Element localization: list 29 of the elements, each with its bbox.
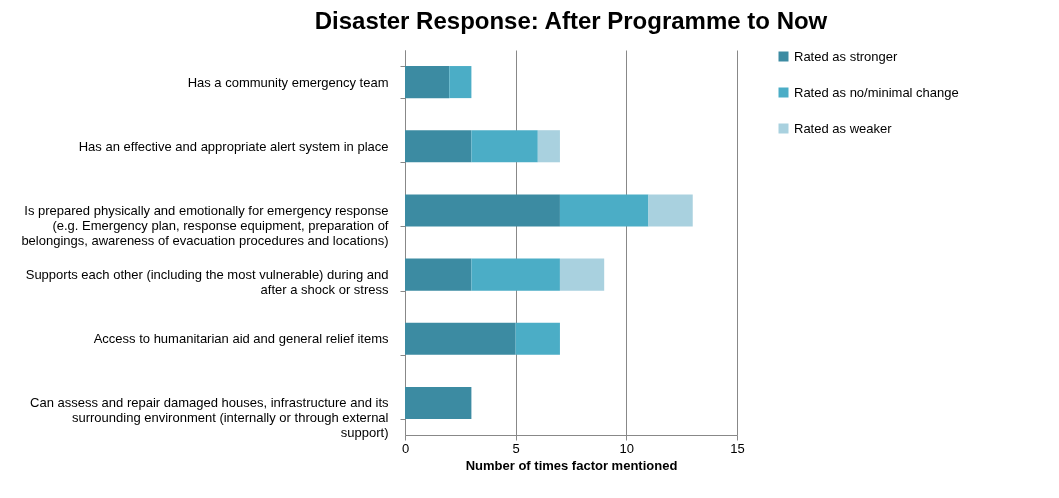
x-tick-label: 15 <box>730 440 745 456</box>
legend-label: Rated as stronger <box>794 48 898 64</box>
legend-label: Rated as no/minimal change <box>794 84 959 100</box>
bar <box>471 130 538 163</box>
y-tick-label: Can assess and repair damaged houses, infrastructure and its surrounding environment (internally or through external support) <box>30 395 389 441</box>
bar <box>405 130 472 163</box>
x-tick-label: 10 <box>619 440 635 456</box>
bar <box>449 66 472 99</box>
bar <box>537 130 560 163</box>
bar <box>471 258 560 291</box>
bar <box>405 258 472 291</box>
bar <box>405 66 450 99</box>
bar <box>405 322 516 355</box>
y-tick-label: Supports each other (including the most vulnerable) during and after a shock or stress <box>25 267 389 298</box>
bar <box>559 258 605 291</box>
bar <box>515 322 560 355</box>
bar <box>405 386 472 419</box>
bar <box>559 194 649 227</box>
y-tick-label: Access to humanitarian aid and general relief items <box>93 331 389 347</box>
y-tick-label: Has an effective and appropriate alert system in place <box>78 138 389 154</box>
y-tick-label: Has a community emergency team <box>187 74 389 90</box>
bar <box>648 194 693 227</box>
y-tick-label: Is prepared physically and emotionally for emergency response (e.g. Emergency plan, response equipment, preparation of belongings, awareness of evacuation procedures and locations) <box>21 202 389 248</box>
legend-label: Rated as weaker <box>794 120 893 136</box>
x-tick-label: 5 <box>512 440 520 456</box>
x-tick-label: 0 <box>401 440 410 456</box>
x-axis-title: Number of times factor mentioned <box>465 457 678 473</box>
chart-title: Disaster Response: After Programme to Now <box>314 7 828 34</box>
bar <box>405 194 560 227</box>
